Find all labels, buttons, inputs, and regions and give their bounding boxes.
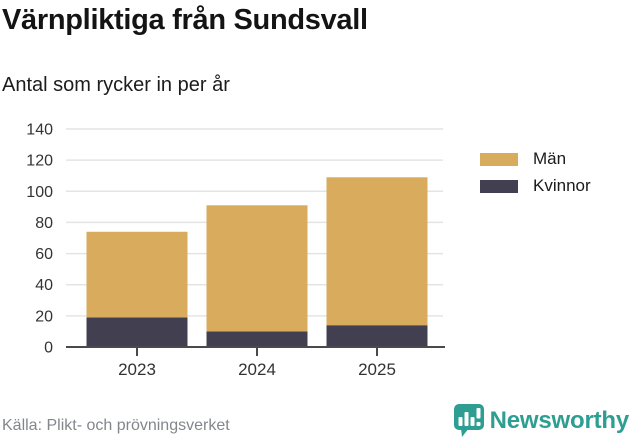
legend-item-men: Män [480,149,591,169]
legend-item-women: Kvinnor [480,176,591,196]
newsworthy-bubble-chart-icon [453,404,484,437]
chart-svg: 0 20 40 60 80 100 120 140 2023 2024 2025 [26,122,445,379]
men-color-swatch [480,152,518,166]
page-subtitle: Antal som rycker in per år [2,74,230,96]
chart-area: 0 20 40 60 80 100 120 140 2023 2024 2025 Män Kvinn… [0,113,631,390]
source-text: Källa: Plikt- och prövningsverket [2,417,230,434]
newsworthy-logo: Newsworthy [453,404,630,437]
chart-legend: Män Kvinnor [480,149,591,203]
svg-text:20: 20 [35,308,53,325]
legend-label-men: Män [533,149,567,168]
svg-text:120: 120 [26,153,53,170]
svg-text:100: 100 [26,184,53,201]
svg-text:2023: 2023 [118,360,156,379]
svg-text:2025: 2025 [358,360,396,379]
brand-name: Newsworthy [489,406,630,434]
women-color-swatch [480,179,518,193]
svg-text:60: 60 [35,246,53,263]
page-title: Värnpliktiga från Sundsvall [2,4,368,36]
svg-text:0: 0 [44,340,53,357]
svg-text:80: 80 [35,215,53,232]
svg-text:140: 140 [26,122,53,139]
legend-label-women: Kvinnor [533,176,591,195]
svg-text:2024: 2024 [238,360,276,379]
svg-text:40: 40 [35,277,53,294]
